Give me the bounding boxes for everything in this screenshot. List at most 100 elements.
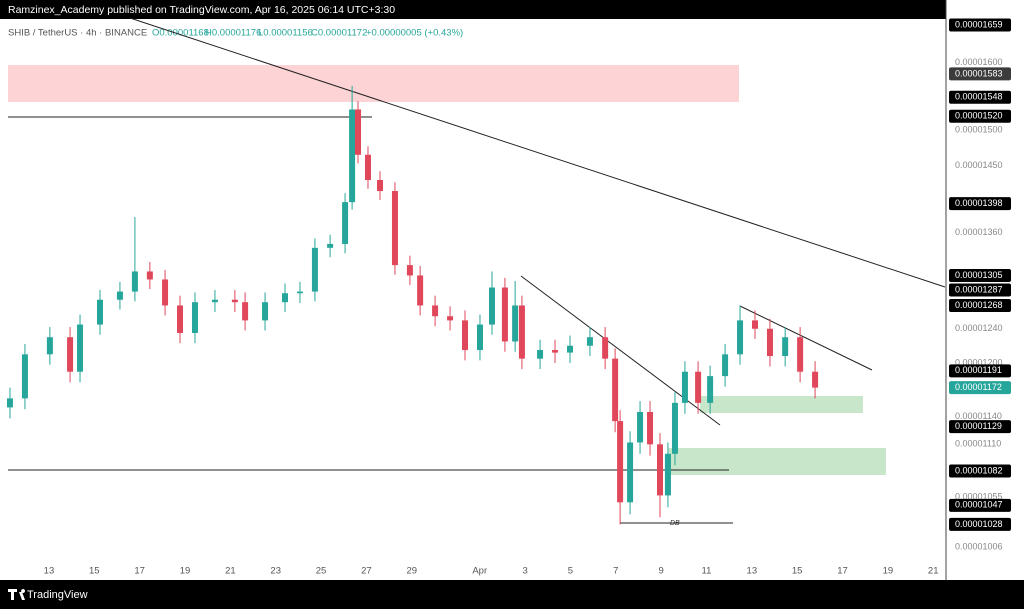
- ohlc-low: L0.00001156: [258, 28, 313, 39]
- candle-body: [116, 291, 123, 300]
- ohlc-close: C0.00001172: [311, 28, 367, 39]
- candle-body: [566, 345, 573, 353]
- candle-body: [664, 453, 671, 496]
- x-tick-label: 15: [89, 566, 100, 577]
- candle-body: [364, 154, 371, 181]
- price-label: 0.00001398: [955, 198, 1003, 208]
- price-label-box: [949, 420, 1011, 434]
- candle-body: [417, 275, 424, 306]
- price-label: 0.00001172: [955, 382, 1002, 392]
- price-label: 0.00001305: [955, 270, 1003, 280]
- price-label: 0.00001583: [955, 68, 1003, 78]
- price-label-box: [949, 90, 1011, 104]
- price-label-box: [949, 109, 1011, 123]
- y-tick-label: 0.00001240: [955, 323, 1003, 333]
- ohlc-open: O0.00001168: [152, 28, 209, 39]
- candle-body: [637, 411, 644, 443]
- price-label: 0.00001548: [955, 92, 1003, 102]
- candle-body: [67, 337, 74, 372]
- price-label-box: [949, 67, 1011, 81]
- price-label: 0.00001082: [955, 465, 1003, 475]
- candle-body: [162, 279, 169, 306]
- trend-line: [739, 305, 873, 371]
- x-tick-label: 19: [883, 566, 894, 577]
- candle-body: [327, 243, 334, 248]
- candle-body: [766, 328, 773, 357]
- x-tick-label: 7: [613, 566, 618, 577]
- footer-bar: [0, 580, 1024, 609]
- trend-line: [129, 17, 946, 288]
- price-label-box: [949, 18, 1011, 32]
- candle-body: [488, 287, 495, 325]
- x-tick-label: 25: [316, 566, 327, 577]
- x-tick-label: 9: [658, 566, 663, 577]
- candle-body: [146, 271, 153, 280]
- candle-body: [671, 402, 678, 454]
- y-tick-label: 0.00001055: [955, 492, 1003, 502]
- candle-body: [782, 337, 789, 357]
- ohlc-high: H0.00001176: [205, 28, 261, 39]
- candle-body: [391, 191, 398, 266]
- y-tick-label: 0.00001450: [955, 160, 1003, 170]
- y-tick-label: 0.00001500: [955, 125, 1003, 135]
- demand-zone: [700, 396, 863, 413]
- price-label-box: [949, 498, 1011, 512]
- x-tick-label: 3: [522, 566, 527, 577]
- x-tick-label: 21: [225, 566, 236, 577]
- symbol: SHIB / TetherUS · 4h · BINANCE: [8, 28, 147, 39]
- candle-body: [262, 302, 269, 321]
- candle-body: [462, 320, 469, 351]
- candle-body: [552, 350, 559, 353]
- candle-body: [722, 354, 729, 377]
- x-tick-label: 27: [361, 566, 372, 577]
- candle-body: [695, 371, 702, 403]
- candle-body: [231, 299, 238, 303]
- x-tick-label: 15: [792, 566, 803, 577]
- x-tick-label: 11: [702, 566, 712, 577]
- price-label-box: [949, 381, 1011, 395]
- y-tick-label: 0.00001140: [955, 411, 1002, 421]
- price-label-box: [949, 197, 1011, 211]
- supply-zone: [8, 65, 739, 102]
- candle-body: [191, 302, 198, 333]
- x-tick-label: 5: [568, 566, 573, 577]
- candle-body: [657, 444, 664, 496]
- candle-body: [627, 442, 634, 503]
- x-tick-label: 29: [406, 566, 417, 577]
- candle-body: [586, 337, 593, 346]
- candle-body: [447, 316, 454, 321]
- candle-body: [707, 376, 714, 403]
- candle-body: [242, 302, 249, 321]
- price-label-box: [949, 464, 1011, 478]
- candle-body: [21, 354, 28, 399]
- candle-body: [46, 337, 53, 355]
- candle-body: [812, 371, 819, 388]
- price-label: 0.00001520: [955, 111, 1003, 121]
- price-label-box: [949, 283, 1011, 297]
- x-tick-label: 13: [44, 566, 55, 577]
- logo: [8, 589, 26, 600]
- candle-body: [355, 109, 362, 155]
- x-tick-label: 17: [837, 566, 848, 577]
- y-tick-label: 0.00001006: [955, 541, 1003, 551]
- price-label-box: [949, 364, 1011, 378]
- ohlc-change: +0.00000005 (+0.43%): [366, 28, 463, 39]
- candle-body: [311, 247, 318, 292]
- candle-body: [131, 271, 138, 292]
- candle-body: [281, 293, 288, 303]
- candle-body: [752, 320, 759, 329]
- price-label: 0.00001659: [955, 19, 1003, 29]
- candle-body: [647, 411, 654, 445]
- candle-body: [211, 299, 218, 303]
- annotation: DB: [670, 520, 680, 527]
- candle-body: [77, 324, 84, 372]
- price-label: 0.00001287: [955, 284, 1003, 294]
- x-tick-label: Apr: [472, 566, 487, 577]
- price-label-box: [949, 517, 1011, 531]
- y-tick-label: 0.00001200: [955, 357, 1003, 367]
- price-label: 0.00001129: [955, 421, 1002, 431]
- x-tick-label: 13: [747, 566, 758, 577]
- candle-body: [376, 180, 383, 192]
